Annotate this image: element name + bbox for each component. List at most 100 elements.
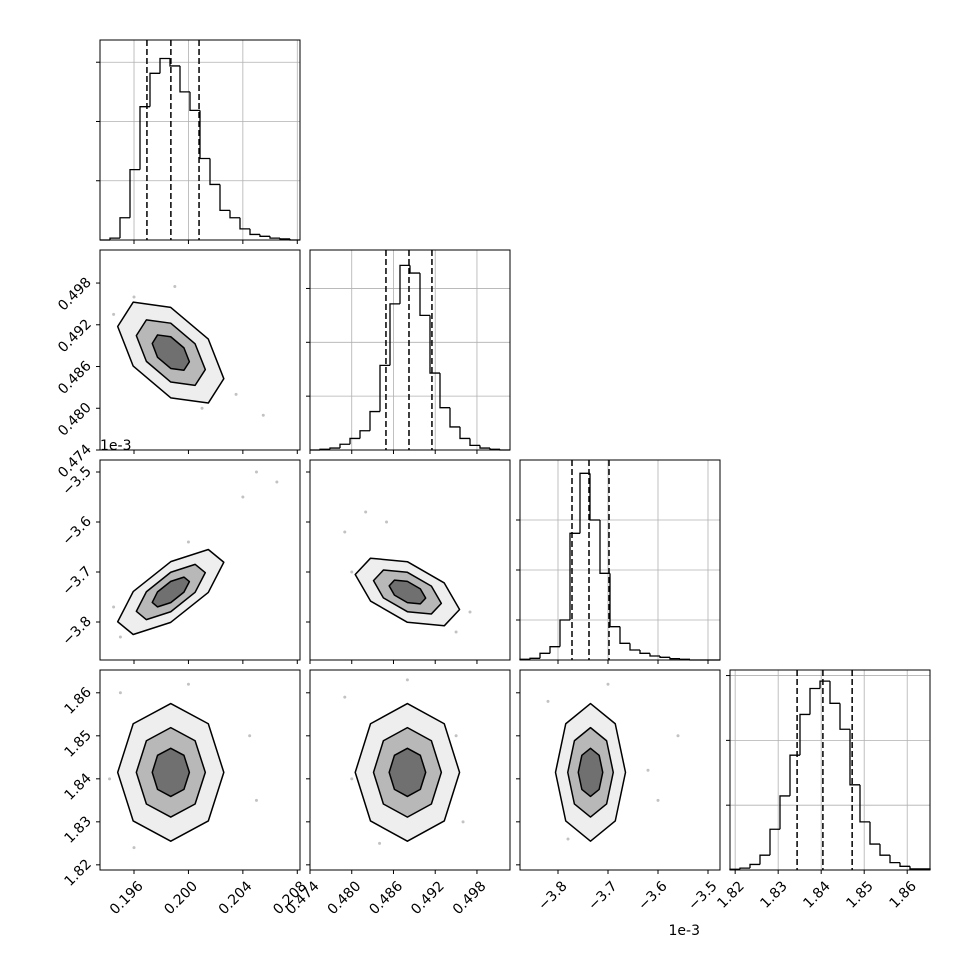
histogram-step <box>219 184 230 212</box>
histogram-step <box>849 729 860 786</box>
sample-point <box>186 540 190 544</box>
sample-point <box>254 798 258 802</box>
x-tick-label: 1.86 <box>886 878 919 911</box>
x-tick-label: −3.8 <box>535 878 570 913</box>
histogram-step <box>369 410 380 431</box>
histogram-step <box>389 303 400 366</box>
histogram-step <box>279 238 290 240</box>
y-tick-label: −3.7 <box>59 564 94 599</box>
histogram-step <box>119 217 130 239</box>
y-tick-label: −3.8 <box>59 614 94 649</box>
histogram-step <box>429 315 440 374</box>
sample-point <box>343 530 347 534</box>
sample-point <box>132 295 136 299</box>
sample-point <box>112 605 116 609</box>
sample-point <box>468 610 472 614</box>
sample-point <box>461 820 465 824</box>
sample-point <box>566 837 570 841</box>
histogram-step <box>749 863 760 869</box>
panel-frame <box>99 39 301 241</box>
histogram-step <box>269 236 280 239</box>
x-tick-label: −3.5 <box>685 878 720 913</box>
x-tick-label: 1.85 <box>843 878 876 911</box>
histogram-step <box>249 228 260 236</box>
histogram-step <box>619 626 630 644</box>
y-tick-label: 1.85 <box>61 727 94 760</box>
histogram-step <box>579 472 590 534</box>
histogram-step <box>819 680 830 689</box>
sample-point <box>343 695 347 699</box>
y-tick-label: 0.498 <box>55 275 95 315</box>
histogram-step <box>529 657 540 660</box>
histogram-step <box>209 158 220 186</box>
x-tick-label: 0.204 <box>216 878 256 918</box>
contour <box>151 334 191 372</box>
x-tick-label: 0.492 <box>408 878 448 918</box>
sample-point <box>656 798 660 802</box>
x-tick-label: 0.486 <box>366 878 406 918</box>
histogram-step <box>489 448 500 450</box>
panel-frame <box>309 669 511 871</box>
histogram-step <box>559 619 570 647</box>
y-tick-label: 0.480 <box>55 400 95 440</box>
contour <box>388 579 427 605</box>
sample-point <box>118 635 122 639</box>
x-tick-label: 1.83 <box>757 878 790 911</box>
histogram-step <box>399 264 410 304</box>
sample-point <box>234 392 238 396</box>
sample-point <box>108 777 112 781</box>
y-tick-label: 0.492 <box>55 316 95 356</box>
y-tick-label: −3.6 <box>59 513 94 548</box>
sample-point <box>275 480 279 484</box>
histogram-step <box>679 658 690 660</box>
histogram-step <box>439 373 450 409</box>
histogram-step <box>239 217 250 230</box>
panel-frame <box>519 669 721 871</box>
histogram-step <box>139 106 150 170</box>
x-tick-label: 0.480 <box>325 878 365 918</box>
sample-point <box>405 678 409 682</box>
sample-point <box>350 777 354 781</box>
histogram-step <box>149 72 160 107</box>
histogram-step <box>839 703 850 730</box>
sample-point <box>378 841 382 845</box>
contour <box>388 747 427 798</box>
histogram-step <box>789 754 800 796</box>
panel-frame <box>99 459 301 661</box>
sample-point <box>546 699 550 703</box>
sample-point <box>350 570 354 574</box>
histogram-step <box>419 273 430 317</box>
histogram-step <box>199 110 210 160</box>
histogram-step <box>539 652 550 659</box>
sample-point <box>132 846 136 850</box>
sample-point <box>173 285 177 289</box>
histogram-step <box>549 646 560 654</box>
panel-frame <box>309 459 511 661</box>
panel-frame <box>99 249 301 451</box>
histogram-step <box>359 430 370 439</box>
histogram-step <box>899 862 910 867</box>
sample-point <box>646 768 650 772</box>
histogram-step <box>109 237 120 240</box>
histogram-step <box>669 657 680 660</box>
histogram-step <box>339 443 350 449</box>
y-tick-label: 1.84 <box>61 770 94 803</box>
histogram-step <box>859 784 870 823</box>
histogram-step <box>189 91 200 112</box>
histogram-step <box>809 687 820 715</box>
contour <box>577 747 604 798</box>
histogram-step <box>479 445 490 449</box>
histogram-step <box>769 828 780 856</box>
sample-point <box>454 630 458 634</box>
histogram-step <box>629 643 640 651</box>
y-tick-label: 0.486 <box>55 358 95 398</box>
contour <box>151 576 191 608</box>
histogram-step <box>589 473 600 521</box>
histogram-step <box>409 265 420 274</box>
histogram-step <box>179 65 190 93</box>
x-tick-label: −3.6 <box>635 878 670 913</box>
histogram-step <box>639 650 650 654</box>
x-tick-label: 0.498 <box>450 878 490 918</box>
sample-point <box>606 682 610 686</box>
